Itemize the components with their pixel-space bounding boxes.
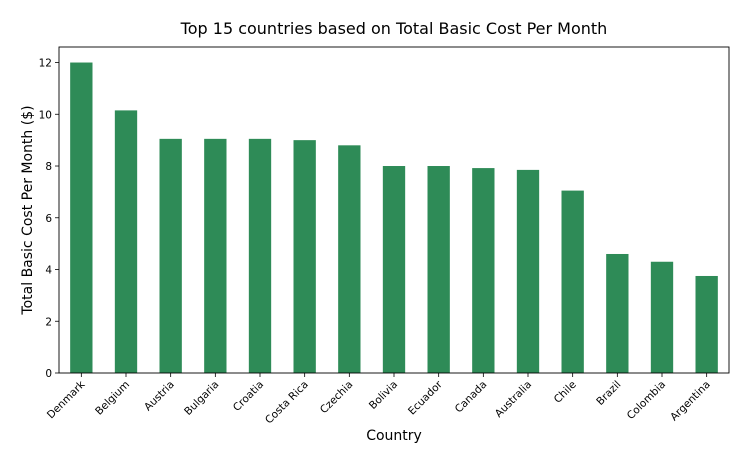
y-tick-label: 8 xyxy=(45,161,52,173)
x-tick-label: Denmark xyxy=(45,378,88,421)
x-tick-label: Bulgaria xyxy=(182,379,221,418)
bar-denmark xyxy=(70,62,93,374)
x-tick-label: Chile xyxy=(552,379,579,406)
x-tick-label: Belgium xyxy=(93,379,132,418)
x-tick-label: Bolivia xyxy=(367,379,400,412)
x-tick-label: Canada xyxy=(453,379,490,416)
bar-czechia xyxy=(338,145,361,373)
bar-argentina xyxy=(695,275,718,373)
x-tick-label: Croatia xyxy=(231,379,266,414)
y-tick-label: 6 xyxy=(45,213,52,225)
y-tick-label: 12 xyxy=(39,58,52,70)
x-tick-label: Brazil xyxy=(594,379,623,408)
x-tick-label: Czechia xyxy=(318,379,356,417)
y-tick-label: 10 xyxy=(39,109,52,121)
bar-brazil xyxy=(606,253,629,373)
x-axis: Denmark Belgium Austria Bulgaria CroatiaCost… xyxy=(45,373,713,426)
bar-colombia xyxy=(650,261,674,373)
bar-ecuador xyxy=(427,166,450,373)
y-axis-label: Total Basic Cost Per Month ($) xyxy=(20,105,36,315)
x-tick-label: Colombia xyxy=(625,379,668,422)
bar-belgium xyxy=(114,110,138,373)
bar-austria xyxy=(159,138,182,373)
x-tick-label: Austria xyxy=(142,379,177,414)
y-axis: 0 2 4 6 8 10 12 xyxy=(39,58,59,380)
bar-bolivia xyxy=(382,166,406,373)
bars-group xyxy=(70,62,718,374)
x-axis-label: Country xyxy=(366,428,422,444)
bar-bulgaria xyxy=(204,138,227,373)
bar-canada xyxy=(472,168,495,373)
x-tick-label: Costa Rica xyxy=(263,379,311,427)
x-tick-label: Australia xyxy=(493,379,534,420)
y-tick-label: 2 xyxy=(45,316,52,328)
y-tick-label: 0 xyxy=(45,368,52,380)
bar-croatia xyxy=(248,138,272,373)
bar-costa-rica xyxy=(293,140,316,373)
chart-title: Top 15 countries based on Total Basic Co… xyxy=(180,19,608,38)
x-tick-label: Ecuador xyxy=(406,378,445,417)
bar-chile xyxy=(561,190,584,373)
x-tick-label: Argentina xyxy=(668,379,713,424)
y-tick-label: 4 xyxy=(45,265,52,277)
bar-australia xyxy=(516,169,540,373)
